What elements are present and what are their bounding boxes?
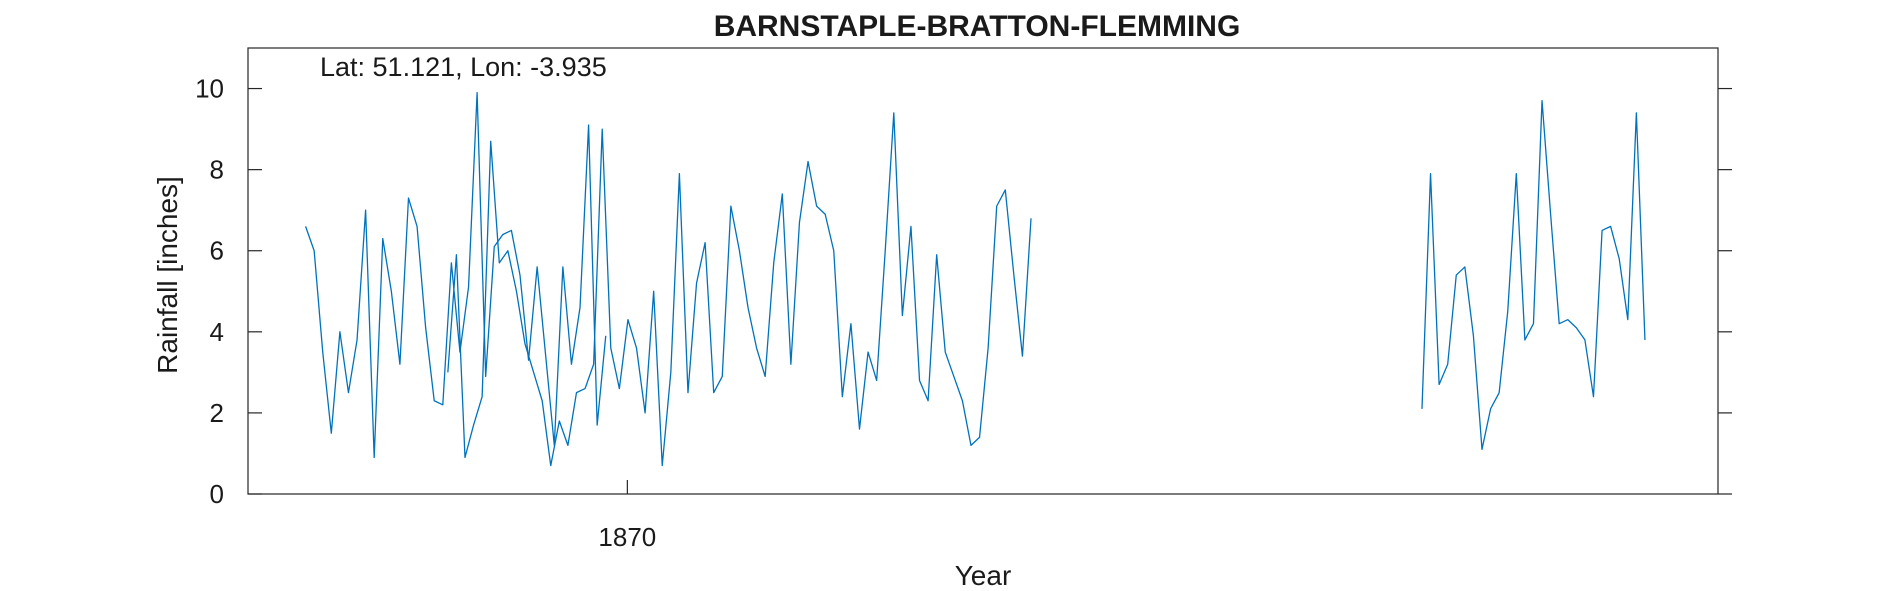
rainfall-line-segment [1421,100,1646,451]
y-axis-ticks: 0 2 4 6 8 10 [195,74,1732,509]
y-tick-label: 0 [210,479,224,509]
plot-area-frame [247,47,1719,495]
rainfall-line-segment [304,91,607,459]
x-axis-ticks: 1870 [598,480,656,552]
chart-title: BARNSTAPLE-BRATTON-FLEMMING [714,10,1241,43]
x-tick-label: 1870 [598,522,656,552]
y-tick-label: 6 [210,236,224,266]
x-axis-label: Year [955,560,1012,591]
y-tick-label: 4 [210,317,224,347]
y-tick-label: 8 [210,155,224,185]
rainfall-line-segment [447,112,1032,467]
plot-axes [247,47,1719,495]
rainfall-series [304,91,1646,467]
y-tick-label: 2 [210,398,224,428]
y-tick-label: 10 [195,74,224,104]
location-annotation: Lat: 51.121, Lon: -3.935 [320,52,607,82]
y-axis-label: Rainfall [inches] [152,176,183,374]
